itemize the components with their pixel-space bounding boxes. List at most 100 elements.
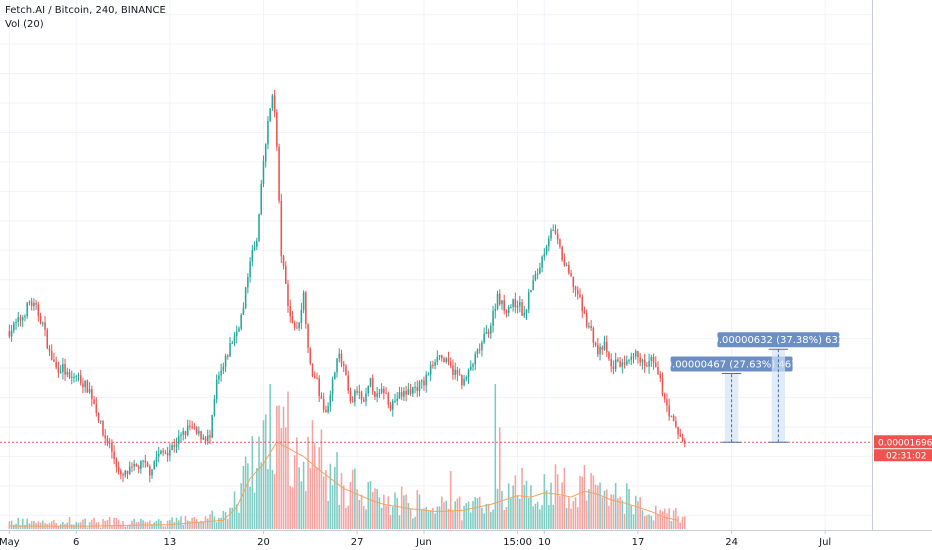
candle-body bbox=[140, 460, 142, 469]
candle-body bbox=[463, 378, 465, 386]
volume-bar bbox=[24, 524, 26, 529]
price-tag-value: 0.00001696 bbox=[878, 438, 932, 448]
candle-body bbox=[612, 366, 615, 369]
candle-body bbox=[238, 328, 240, 332]
volume-bar bbox=[403, 495, 405, 529]
volume-bar bbox=[369, 481, 372, 529]
candle-body bbox=[300, 309, 303, 323]
candle-body bbox=[33, 302, 35, 306]
volume-bar bbox=[675, 507, 677, 529]
candle-body bbox=[44, 322, 46, 330]
candle-body bbox=[646, 365, 648, 367]
volume-bar bbox=[597, 485, 599, 529]
volume-bar bbox=[338, 504, 341, 529]
volume-bar bbox=[568, 497, 570, 529]
volume-bar bbox=[608, 505, 610, 529]
candle-body bbox=[552, 230, 555, 232]
measure-box bbox=[724, 373, 739, 443]
volume-bar bbox=[289, 485, 292, 529]
volume-bar bbox=[124, 526, 127, 529]
volume-bar bbox=[514, 475, 517, 529]
grid bbox=[0, 0, 872, 530]
candle-body bbox=[155, 456, 158, 462]
candle-body bbox=[554, 230, 557, 234]
volume-bar bbox=[331, 485, 334, 529]
volume-bar bbox=[634, 495, 637, 529]
time-tick-label: 27 bbox=[351, 537, 364, 548]
volume-bar bbox=[146, 522, 149, 529]
volume-bar bbox=[583, 465, 586, 529]
volume-bar bbox=[215, 522, 218, 529]
volume-bar bbox=[681, 516, 684, 529]
volume-bar bbox=[19, 525, 22, 529]
candle-body bbox=[458, 374, 461, 376]
volume-bar bbox=[235, 504, 238, 529]
candle-body bbox=[242, 307, 245, 315]
candle-body bbox=[449, 362, 452, 366]
candle-body bbox=[385, 393, 387, 395]
candle-body bbox=[106, 438, 109, 443]
volume-bar bbox=[465, 503, 468, 529]
volume-bar bbox=[643, 515, 646, 529]
price-candles bbox=[8, 90, 686, 483]
volume-bar bbox=[120, 524, 122, 529]
candle-body bbox=[276, 112, 278, 147]
volume-bar bbox=[541, 505, 543, 529]
candle-body bbox=[494, 308, 497, 312]
time-tick-label: 10 bbox=[538, 537, 551, 548]
candle-body bbox=[367, 386, 370, 394]
candle-body bbox=[563, 259, 566, 266]
volume-bar bbox=[244, 456, 247, 529]
candle-body bbox=[309, 347, 312, 364]
candle-body bbox=[211, 414, 213, 438]
volume-bar bbox=[21, 518, 24, 529]
candle-body bbox=[623, 362, 626, 365]
volume-bar bbox=[62, 521, 64, 529]
volume-bar bbox=[409, 508, 412, 529]
volume-bar bbox=[327, 500, 329, 529]
volume-bar bbox=[630, 505, 633, 529]
candle-body bbox=[233, 336, 236, 343]
candle-body bbox=[93, 399, 95, 404]
candle-body bbox=[632, 356, 635, 358]
volume-bar bbox=[605, 489, 608, 529]
candle-body bbox=[26, 302, 28, 317]
candle-body bbox=[224, 355, 227, 367]
candle-body bbox=[420, 380, 423, 382]
volume-bar bbox=[425, 506, 427, 529]
time-tick-label: 6 bbox=[73, 537, 79, 548]
candle-body bbox=[356, 390, 358, 393]
candle-body bbox=[481, 342, 483, 350]
candle-body bbox=[66, 371, 69, 375]
volume-bars bbox=[8, 384, 686, 529]
candle-body bbox=[550, 230, 552, 239]
candle-body bbox=[432, 364, 434, 366]
candle-body bbox=[19, 317, 22, 321]
candle-body bbox=[465, 377, 468, 379]
volume-bar bbox=[13, 524, 15, 529]
candle-body bbox=[588, 326, 590, 328]
volume-bar bbox=[391, 506, 394, 529]
measure-tools[interactable]: 0.00000467 (27.63%) 467 0.00000632 (37.38… bbox=[666, 332, 845, 443]
candle-body bbox=[512, 299, 514, 308]
volume-bar bbox=[565, 508, 568, 529]
candle-body bbox=[342, 363, 345, 366]
volume-bar bbox=[677, 516, 679, 529]
candle-body bbox=[412, 387, 414, 394]
candle-body bbox=[218, 375, 220, 380]
candle-body bbox=[189, 425, 191, 427]
candle-body bbox=[249, 261, 251, 278]
candle-body bbox=[82, 383, 84, 388]
candle-body bbox=[68, 371, 71, 378]
volume-bar bbox=[68, 516, 71, 529]
candle-body bbox=[469, 366, 472, 370]
time-axis[interactable]: May 6 13 20 27 Jun 15:00 10 17 24 Jul bbox=[0, 530, 932, 550]
volume-bar bbox=[498, 427, 501, 529]
candle-body bbox=[334, 372, 336, 380]
volume-bar bbox=[8, 521, 11, 529]
candle-body bbox=[394, 400, 396, 402]
candle-body bbox=[650, 357, 653, 361]
volume-bar bbox=[574, 497, 577, 529]
candle-body bbox=[398, 392, 401, 399]
